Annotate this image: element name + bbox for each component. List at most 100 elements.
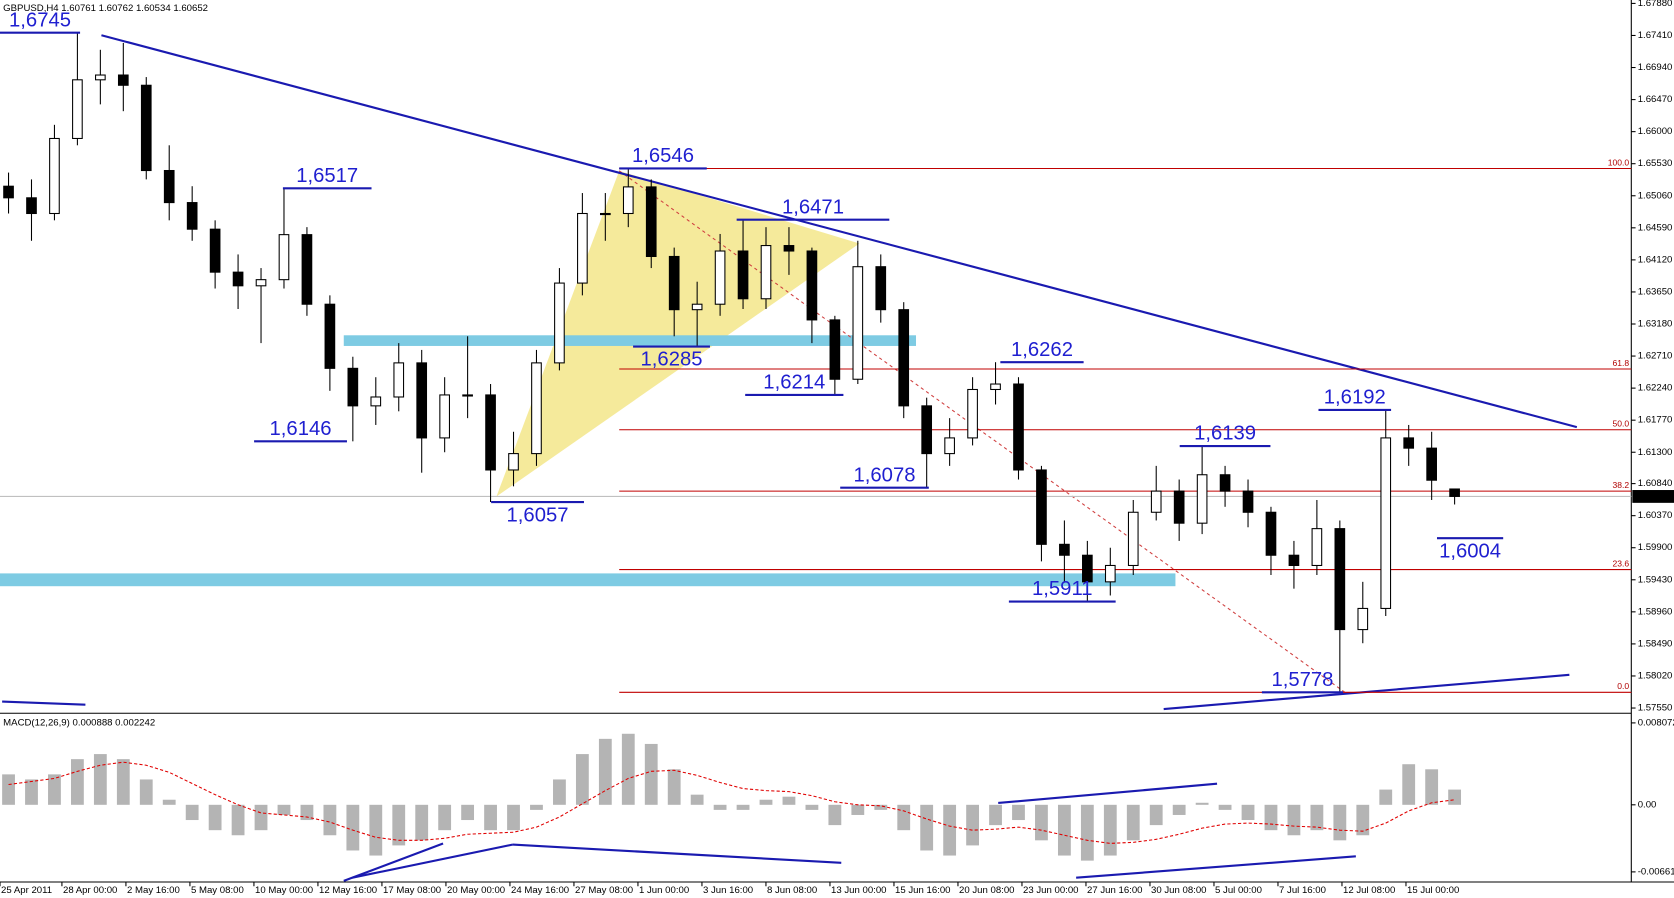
- macd-bar: [1356, 804, 1370, 836]
- y-tick-label: 1.58020: [1638, 670, 1673, 681]
- candle-body: [577, 212, 588, 284]
- candle-body: [944, 437, 955, 455]
- macd-bar: [1402, 764, 1416, 805]
- candle-body: [1104, 564, 1116, 583]
- candle-body: [599, 212, 611, 216]
- macd-bar: [323, 804, 337, 836]
- macd-bar: [1379, 789, 1393, 805]
- macd-bar: [621, 733, 635, 805]
- candle-body: [1059, 543, 1070, 556]
- x-tick-label: 5 May 08:00: [191, 885, 244, 896]
- candle-body: [232, 271, 244, 287]
- y-tick-label: 1.66940: [1638, 62, 1673, 73]
- candle-body: [921, 405, 933, 455]
- macd-bar: [1425, 769, 1439, 805]
- level-label: 1,6146: [270, 418, 332, 440]
- candle-body: [783, 245, 795, 252]
- macd-bar: [2, 774, 15, 805]
- fib-label: 61.8: [1613, 358, 1630, 368]
- x-tick-label: 23 Jun 00:00: [1023, 885, 1078, 896]
- macd-bar: [1448, 789, 1462, 805]
- macd-bar: [644, 743, 658, 805]
- candle-body: [967, 388, 978, 439]
- x-tick-label: 27 Jun 16:00: [1087, 885, 1142, 896]
- candle-body: [26, 197, 37, 215]
- x-tick-label: 10 May 00:00: [255, 885, 313, 896]
- candle-body: [622, 186, 634, 215]
- y-tick-label: 1.67880: [1638, 0, 1673, 9]
- level-label: 1,6745: [9, 9, 71, 31]
- candle-body: [1334, 528, 1346, 631]
- candle-body: [898, 309, 910, 407]
- macd-bar: [1333, 804, 1347, 841]
- x-tick-label: 12 May 16:00: [319, 885, 377, 896]
- candle-body: [255, 279, 267, 287]
- candle-body: [117, 74, 129, 86]
- macd-bar: [553, 779, 566, 805]
- macd-bar: [231, 804, 245, 836]
- candle-body: [209, 228, 221, 273]
- macd-bar: [920, 804, 934, 851]
- candle-body: [95, 74, 106, 81]
- macd-bar: [93, 754, 107, 805]
- candle-body: [554, 282, 565, 364]
- y-tick-label: 1.63180: [1638, 319, 1673, 330]
- x-tick-label: 3 Jun 16:00: [703, 885, 753, 896]
- y-tick-label: 1.62240: [1638, 383, 1673, 394]
- support-zone: [343, 335, 917, 346]
- macd-bar: [461, 804, 475, 821]
- y-tick-label: 1.62710: [1638, 351, 1673, 362]
- level-label: 1,6214: [763, 372, 825, 394]
- macd-bar: [1195, 802, 1209, 805]
- fib-label: 50.0: [1613, 419, 1630, 429]
- y-tick-label: 1.66470: [1638, 94, 1673, 105]
- macd-trendline: [343, 842, 444, 882]
- candle-body: [347, 367, 359, 407]
- x-tick-label: 20 Jun 08:00: [959, 885, 1014, 896]
- macd-bar: [575, 754, 589, 805]
- level-label: 1,6546: [632, 145, 694, 167]
- candle-body: [1196, 474, 1208, 524]
- x-tick-label: 5 Jul 00:00: [1215, 885, 1262, 896]
- macd-bar: [369, 804, 383, 856]
- macd-bar: [828, 804, 842, 826]
- macd-bar: [1287, 804, 1301, 836]
- candle-body: [645, 186, 657, 258]
- macd-signal: [8, 761, 1455, 844]
- y-tick-label: 1.64590: [1638, 222, 1673, 233]
- x-tick-label: 1 Jun 00:00: [639, 885, 689, 896]
- candle-body: [324, 303, 336, 369]
- macd-bar: [70, 759, 84, 805]
- x-tick-label: 12 Jul 08:00: [1343, 885, 1395, 896]
- macd-bar: [116, 759, 130, 805]
- level-label: 1,6471: [782, 196, 844, 218]
- candle-body: [462, 394, 473, 397]
- macd-trendline: [512, 843, 842, 864]
- macd-bar: [1103, 804, 1117, 856]
- candle-body: [668, 255, 680, 311]
- candle-body: [1311, 528, 1323, 566]
- candle-body: [1150, 490, 1162, 513]
- candle-body: [714, 250, 726, 305]
- x-tick-label: 15 Jun 16:00: [895, 885, 950, 896]
- candle-body: [531, 362, 542, 455]
- y-tick-label: 1.65530: [1638, 158, 1673, 169]
- y-tick-label: 1.65060: [1638, 190, 1673, 201]
- y-tick-label: 1.67410: [1638, 30, 1673, 41]
- candle-body: [737, 250, 749, 300]
- y-tick-label: 1.63650: [1638, 286, 1673, 297]
- macd-trendline: [2, 700, 86, 706]
- macd-bar: [989, 804, 1002, 826]
- x-tick-label: 30 Jun 08:00: [1151, 885, 1206, 896]
- macd-bar: [185, 804, 199, 821]
- y-tick-label: 1.60370: [1638, 510, 1673, 521]
- x-tick-label: 25 Apr 2011: [1, 885, 52, 896]
- candle-body: [416, 362, 428, 439]
- macd-bar: [346, 804, 360, 851]
- macd-bar: [1264, 804, 1278, 831]
- candle-body: [990, 383, 1001, 391]
- macd-bar: [713, 804, 727, 810]
- macd-bar: [1012, 804, 1025, 821]
